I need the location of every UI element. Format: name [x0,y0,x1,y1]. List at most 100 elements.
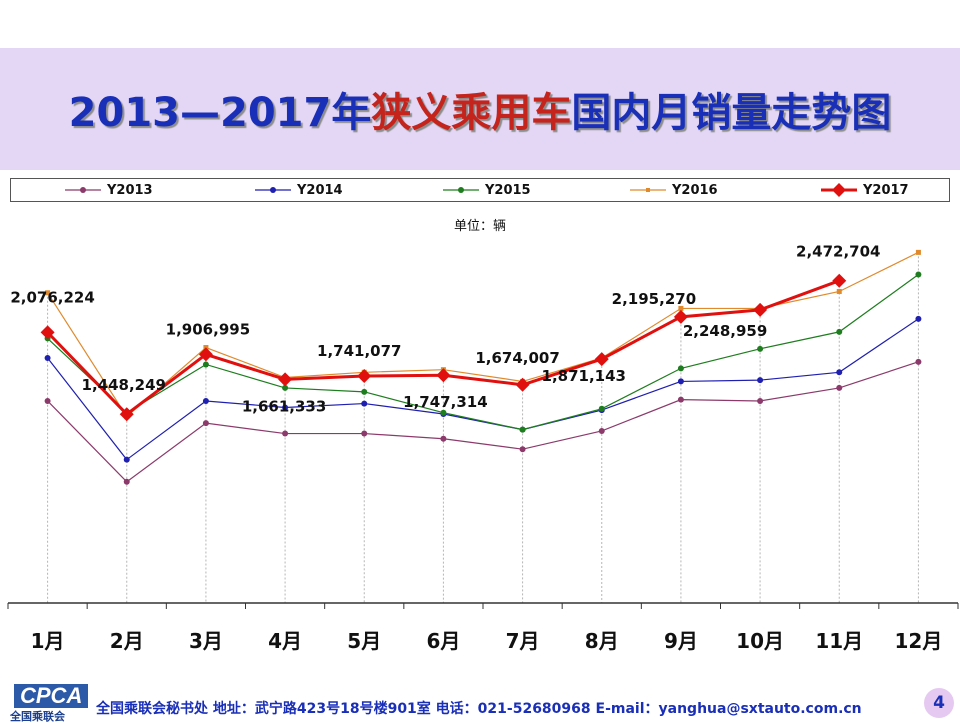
slide-title: 2013—2017年狭义乘用车国内月销量走势图 [69,80,892,138]
data-point [123,456,130,463]
x-tick-label: 4月 [268,629,302,653]
x-tick-label: 1月 [31,629,65,653]
footer: CPCA 全国乘联会 全国乘联会秘书处 地址：武宁路423号18号楼901室 电… [0,680,960,723]
legend-swatch [821,183,857,197]
data-point [278,372,293,387]
data-label: 2,472,704 [796,243,880,261]
title-highlight: 狭义乘用车 [371,90,572,136]
x-tick-label: 8月 [585,629,619,653]
legend-item-y2014: Y2014 [253,181,343,199]
legend-label: Y2017 [863,182,909,198]
data-point [594,352,609,367]
data-point [836,369,843,376]
x-tick-label: 7月 [506,629,540,653]
legend-label: Y2016 [672,182,718,198]
logo-subtext: 全国乘联会 [10,710,65,723]
data-point [40,325,55,340]
data-label: 1,871,143 [542,367,626,385]
data-point [673,309,688,324]
legend-swatch [443,187,479,193]
x-tick-label: 10月 [736,629,784,653]
data-point [44,354,51,361]
data-point [361,430,368,437]
series-line-y2015 [47,274,919,431]
data-point [361,400,368,407]
x-tick-label: 3月 [189,629,223,653]
data-point [915,271,922,278]
data-point [519,446,526,453]
data-point [757,397,764,404]
cpca-logo: CPCA 全国乘联会 [6,684,89,723]
series-line-y2013 [47,361,919,483]
data-point [202,397,209,404]
x-tick-label: 2月 [110,629,144,653]
legend-label: Y2015 [485,182,531,198]
data-point [282,384,289,391]
data-label: 2,076,224 [10,288,94,306]
data-label: 2,195,270 [612,290,696,308]
logo-text: CPCA [14,684,89,708]
data-label: 1,741,077 [317,342,401,360]
legend-swatch [255,187,291,193]
data-point [677,378,684,385]
page-number: 4 [924,688,954,718]
data-point [598,427,605,434]
title-part1: 2013—2017年 [68,90,372,136]
data-point [915,249,921,255]
chart-legend: Y2013 Y2014 Y2015 Y2016 Y2017 [10,178,950,202]
data-label: 2,248,959 [683,322,767,340]
legend-item-y2017: Y2017 [819,181,909,199]
data-label: 1,747,314 [403,393,487,411]
data-point [677,396,684,403]
data-point [519,426,526,433]
data-point [440,435,447,442]
data-point [44,397,51,404]
data-point [677,365,684,372]
line-chart: 1月 2月 3月 4月 5月 6月 7月 8月 9月 10月 11月 12月 2,076,224 1,44… [7,243,959,653]
unit-label: 单位：辆 [453,219,506,234]
data-point [202,420,209,427]
data-point [436,368,451,383]
data-label: 1,448,249 [82,376,166,394]
x-tick-label: 9月 [664,629,698,653]
data-point [836,288,842,294]
data-point [915,315,922,322]
data-point [753,302,768,317]
title-band: 2013—2017年狭义乘用车国内月销量走势图 [0,48,960,170]
data-point [757,377,764,384]
data-point [119,407,134,422]
data-label: 1,661,333 [242,397,326,415]
legend-swatch [630,188,666,192]
data-point [361,388,368,395]
data-point [123,478,130,485]
data-point [832,273,847,288]
data-label: 1,674,007 [475,349,559,367]
x-tick-label: 12月 [894,629,942,653]
data-label: 1,906,995 [166,320,250,338]
data-point [678,305,684,311]
legend-swatch [65,187,101,193]
data-point [198,347,213,362]
title-part2: 国内月销量走势图 [571,90,892,136]
data-point [757,345,764,352]
legend-item-y2015: Y2015 [441,181,531,199]
data-point [515,377,530,392]
data-point [202,361,209,368]
footer-contact: 全国乘联会秘书处 地址：武宁路423号18号楼901室 电话：021-52680… [96,701,862,717]
data-point [598,405,605,412]
legend-item-y2016: Y2016 [628,181,718,199]
data-point [836,384,843,391]
data-point [357,369,372,384]
x-tick-label: 5月 [347,629,381,653]
legend-label: Y2014 [297,182,343,198]
x-tick-label: 6月 [426,629,460,653]
legend-item-y2013: Y2013 [63,181,153,199]
data-point [282,430,289,437]
data-point [836,328,843,335]
data-point [440,409,447,416]
x-tick-label: 11月 [815,629,863,653]
data-point [915,358,922,365]
series-line-y2014 [47,318,919,461]
data-point [45,290,51,296]
legend-label: Y2013 [107,182,153,198]
